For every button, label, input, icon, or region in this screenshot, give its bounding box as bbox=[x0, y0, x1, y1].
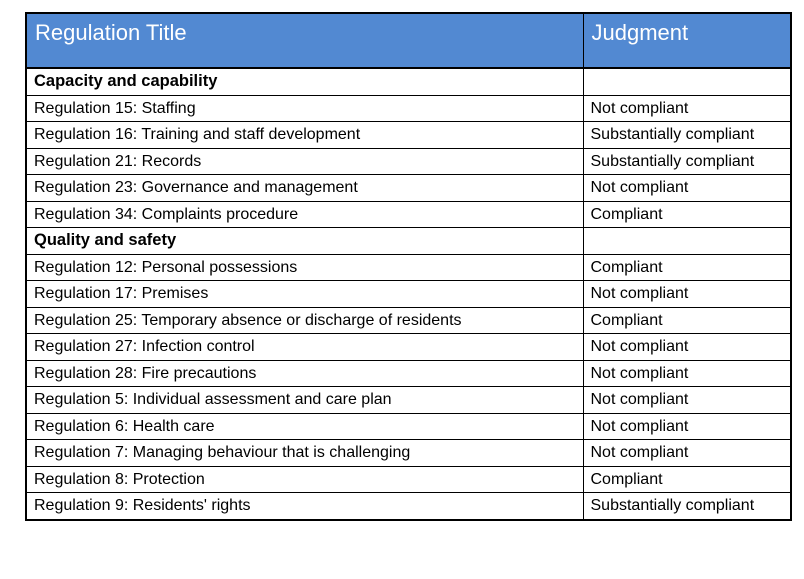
table-row: Regulation 12: Personal possessions Compl… bbox=[25, 253, 792, 281]
judgment-cell: Not compliant bbox=[582, 439, 792, 467]
table-row: Regulation 7: Managing behaviour that is… bbox=[25, 439, 792, 467]
judgment-cell: Not compliant bbox=[582, 94, 792, 122]
regulation-title-cell: Regulation 27: Infection control bbox=[25, 333, 584, 361]
judgment-cell bbox=[582, 227, 792, 255]
regulation-title-cell: Regulation 21: Records bbox=[25, 147, 584, 175]
regulation-title-cell: Regulation 7: Managing behaviour that is… bbox=[25, 439, 584, 467]
judgment-cell: Not compliant bbox=[582, 386, 792, 414]
header-row: Regulation Title Judgment bbox=[25, 12, 792, 69]
table-row: Regulation 21: Records Substantially comp… bbox=[25, 147, 792, 175]
table-row: Regulation 27: Infection control Not comp… bbox=[25, 333, 792, 361]
judgment-cell: Substantially compliant bbox=[582, 121, 792, 149]
section-title-cell: Quality and safety bbox=[25, 227, 584, 255]
judgment-cell: Not compliant bbox=[582, 412, 792, 440]
table-body: Capacity and capability Regulation 15: St… bbox=[25, 67, 792, 520]
regulation-title-cell: Regulation 23: Governance and management bbox=[25, 174, 584, 202]
column-header-regulation-title: Regulation Title bbox=[25, 12, 584, 69]
regulation-title-cell: Regulation 5: Individual assessment and … bbox=[25, 386, 584, 414]
table-row: Regulation 9: Residents' rights Substanti… bbox=[25, 492, 792, 520]
section-row: Capacity and capability bbox=[25, 67, 792, 96]
judgment-cell: Not compliant bbox=[582, 280, 792, 308]
judgment-cell: Substantially compliant bbox=[582, 492, 792, 520]
regulation-title-cell: Regulation 28: Fire precautions bbox=[25, 359, 584, 387]
judgment-cell: Compliant bbox=[582, 465, 792, 493]
table-row: Regulation 28: Fire precautions Not compl… bbox=[25, 359, 792, 387]
regulation-title-cell: Regulation 16: Training and staff develo… bbox=[25, 121, 584, 149]
section-title-cell: Capacity and capability bbox=[25, 67, 584, 96]
column-header-judgment: Judgment bbox=[582, 12, 792, 69]
regulations-table: Regulation Title Judgment Capacity and c… bbox=[25, 12, 792, 521]
judgment-cell: Compliant bbox=[582, 306, 792, 334]
regulation-title-cell: Regulation 12: Personal possessions bbox=[25, 253, 584, 281]
table-row: Regulation 34: Complaints procedure Compl… bbox=[25, 200, 792, 228]
table-row: Regulation 5: Individual assessment and … bbox=[25, 386, 792, 414]
table-row: Regulation 8: Protection Compliant bbox=[25, 465, 792, 493]
table-row: Regulation 16: Training and staff develo… bbox=[25, 121, 792, 149]
table-row: Regulation 15: Staffing Not compliant bbox=[25, 94, 792, 122]
table-row: Regulation 23: Governance and management… bbox=[25, 174, 792, 202]
regulation-title-cell: Regulation 34: Complaints procedure bbox=[25, 200, 584, 228]
judgment-cell: Substantially compliant bbox=[582, 147, 792, 175]
table-row: Regulation 25: Temporary absence or disc… bbox=[25, 306, 792, 334]
regulation-title-cell: Regulation 8: Protection bbox=[25, 465, 584, 493]
table-row: Regulation 17: Premises Not compliant bbox=[25, 280, 792, 308]
judgment-cell: Not compliant bbox=[582, 174, 792, 202]
regulation-title-cell: Regulation 15: Staffing bbox=[25, 94, 584, 122]
judgment-cell: Compliant bbox=[582, 200, 792, 228]
regulation-title-cell: Regulation 6: Health care bbox=[25, 412, 584, 440]
regulations-table-container: Regulation Title Judgment Capacity and c… bbox=[25, 12, 792, 521]
judgment-cell: Not compliant bbox=[582, 359, 792, 387]
regulation-title-cell: Regulation 17: Premises bbox=[25, 280, 584, 308]
judgment-cell: Compliant bbox=[582, 253, 792, 281]
judgment-cell: Not compliant bbox=[582, 333, 792, 361]
regulation-title-cell: Regulation 9: Residents' rights bbox=[25, 492, 584, 520]
judgment-cell bbox=[582, 67, 792, 96]
section-row: Quality and safety bbox=[25, 227, 792, 255]
table-row: Regulation 6: Health care Not compliant bbox=[25, 412, 792, 440]
table-header: Regulation Title Judgment bbox=[25, 12, 792, 69]
regulation-title-cell: Regulation 25: Temporary absence or disc… bbox=[25, 306, 584, 334]
